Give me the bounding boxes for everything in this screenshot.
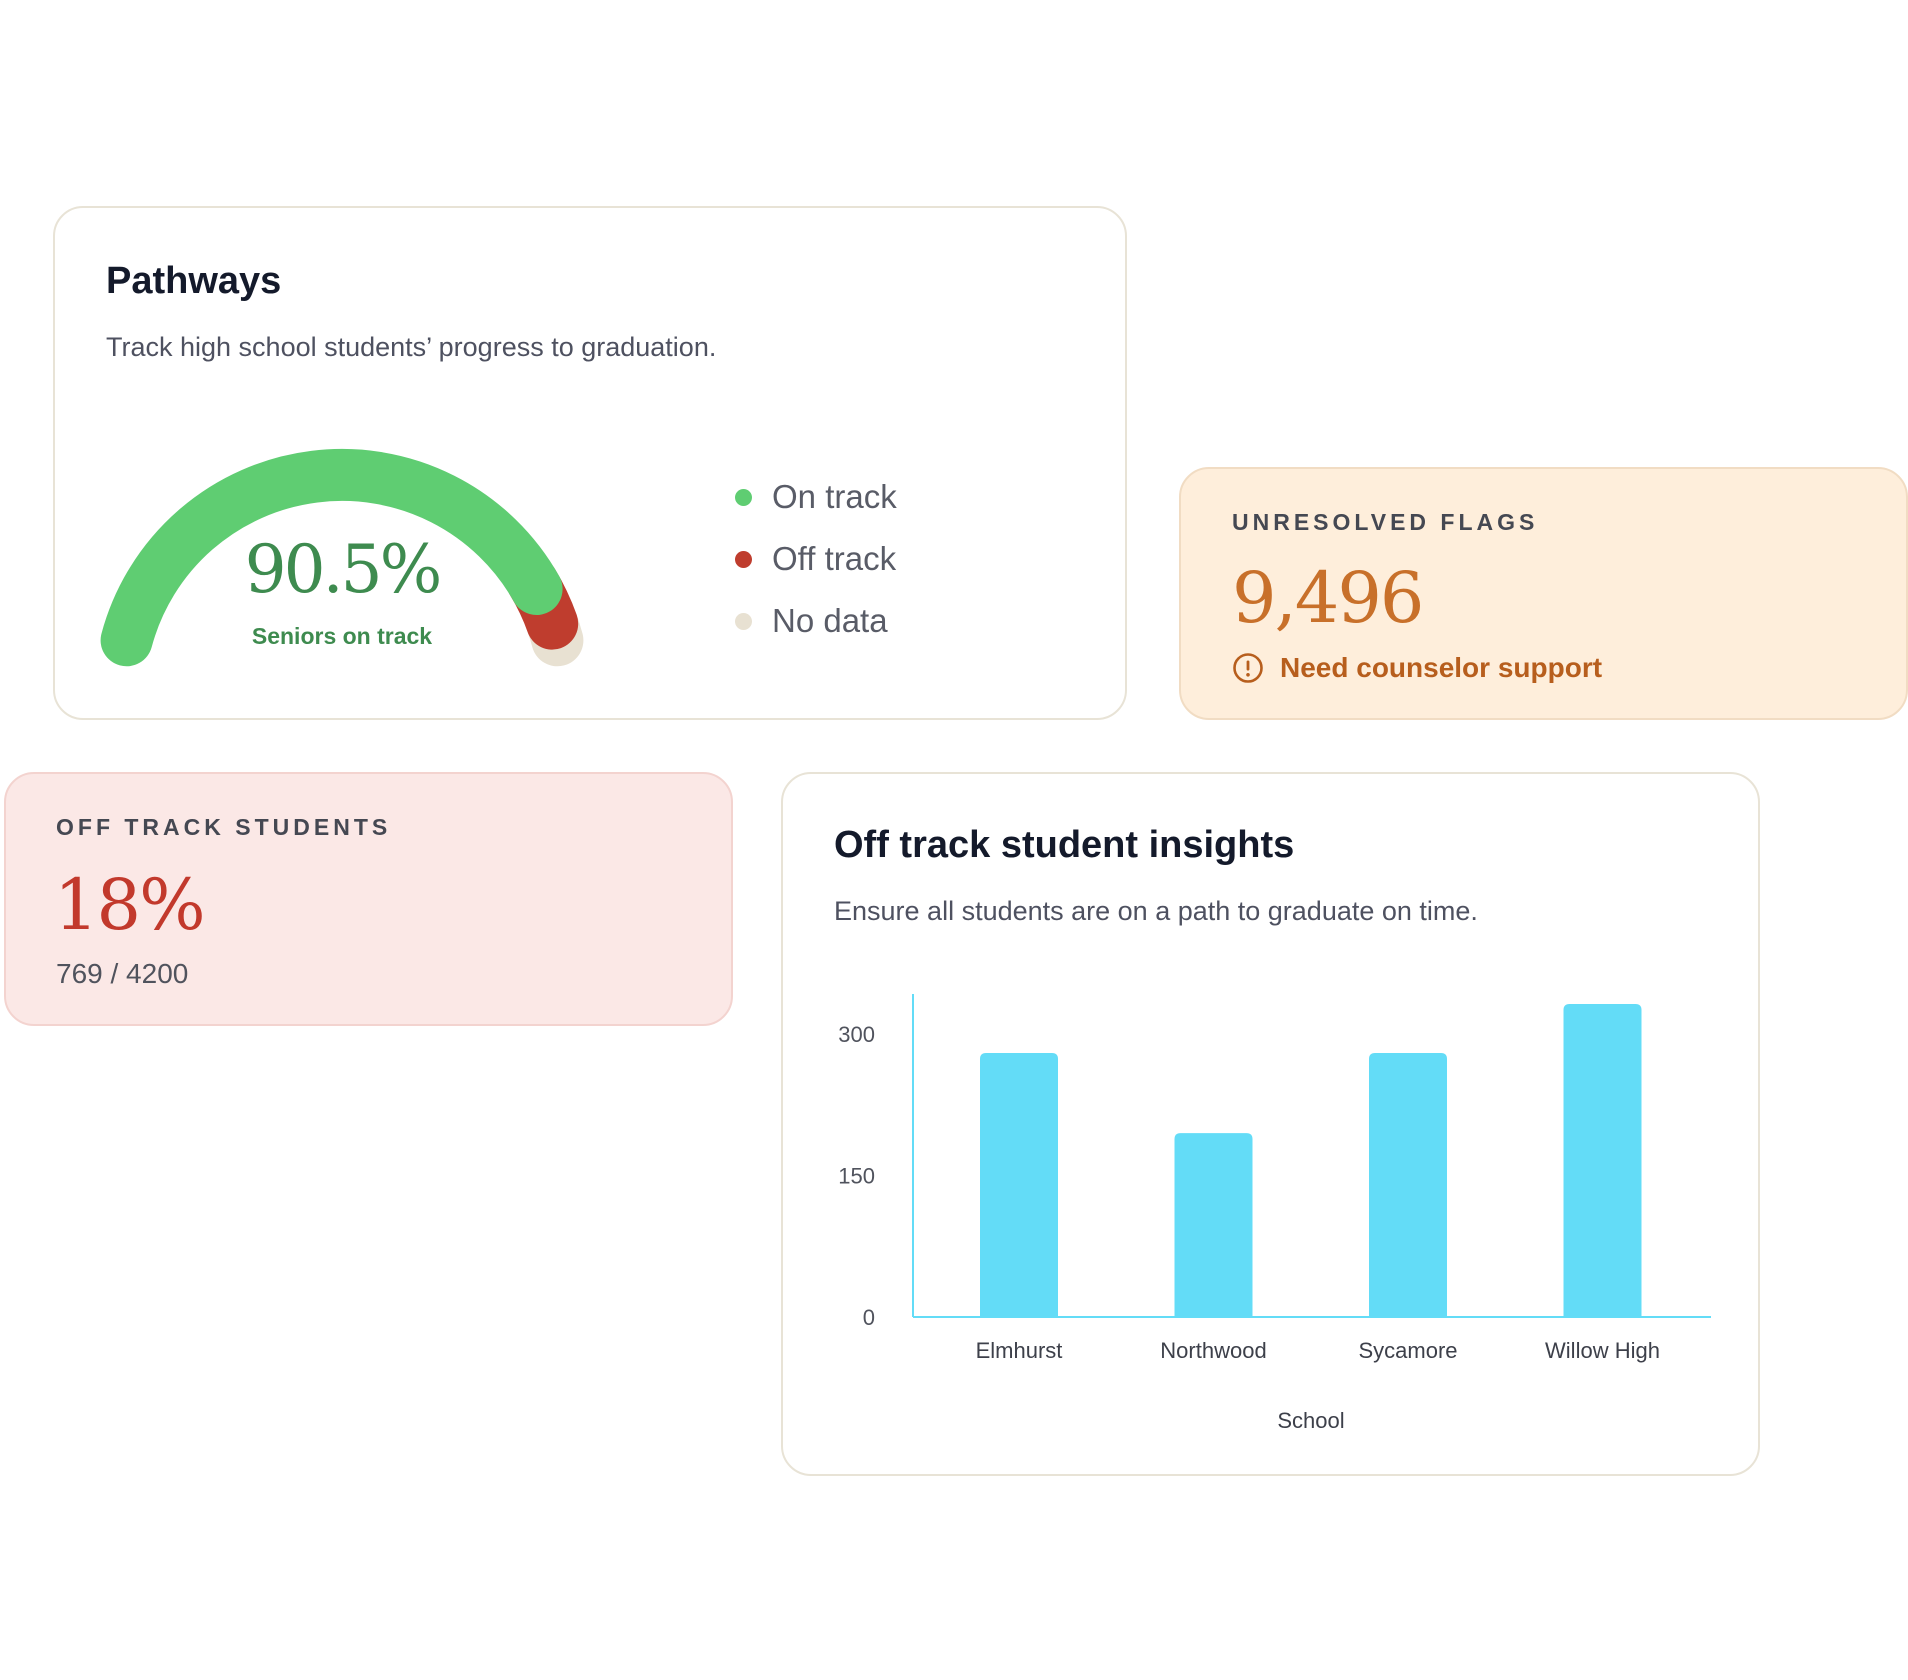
- gauge-arc-on-track: [100, 448, 563, 667]
- x-tick-label: Sycamore: [1358, 1338, 1457, 1363]
- flags-note: Need counselor support: [1232, 652, 1602, 684]
- on-track-gauge: 90.5% Seniors on track: [100, 448, 584, 667]
- legend-item-no-data: No data: [735, 590, 897, 652]
- flags-eyebrow: UNRESOLVED FLAGS: [1232, 509, 1539, 535]
- x-tick-label: Northwood: [1160, 1338, 1266, 1363]
- y-tick-label: 150: [838, 1164, 875, 1189]
- off-track-value: 18%: [54, 864, 206, 946]
- off-track-bar-chart: 300 150 0 Elmhurst Northwood Sycamore Willow H…: [838, 994, 1711, 1433]
- legend-label: On track: [772, 478, 897, 515]
- legend-label: Off track: [772, 540, 897, 577]
- insights-subtitle: Ensure all students are on a path to gra…: [834, 896, 1478, 926]
- off-track-students-card: OFF TRACK STUDENTS 18% 769 / 4200: [4, 772, 733, 1026]
- alert-circle-icon: [1233, 653, 1263, 683]
- bar-sycamore: [1369, 1053, 1447, 1317]
- bar-willow-high: [1563, 1004, 1642, 1317]
- gauge-caption: Seniors on track: [252, 623, 432, 649]
- pathways-title: Pathways: [106, 260, 282, 302]
- flags-value: 9,496: [1232, 557, 1424, 639]
- x-axis-title: School: [1277, 1408, 1344, 1433]
- bar-northwood: [1174, 1133, 1253, 1317]
- y-tick-label: 300: [838, 1022, 875, 1047]
- insights-title: Off track student insights: [834, 824, 1295, 866]
- pathways-card: Pathways Track high school students’ pro…: [53, 206, 1127, 720]
- off-track-ratio: 769 / 4200: [56, 958, 189, 989]
- bar-elmhurst: [980, 1053, 1058, 1317]
- legend-dot-off-track: [735, 550, 752, 568]
- x-tick-label: Willow High: [1545, 1338, 1660, 1363]
- legend-item-off-track: Off track: [735, 528, 897, 590]
- off-track-insights-card: Off track student insights Ensure all st…: [781, 772, 1760, 1476]
- off-track-eyebrow: OFF TRACK STUDENTS: [56, 814, 392, 840]
- gauge-value: 90.5%: [245, 531, 440, 608]
- legend-dot-no-data: [735, 612, 752, 630]
- gauge-legend: On track Off track No data: [735, 466, 897, 652]
- unresolved-flags-card: UNRESOLVED FLAGS 9,496 Need counselor su…: [1179, 467, 1908, 720]
- legend-label: No data: [772, 602, 888, 639]
- flags-note-text: Need counselor support: [1280, 652, 1603, 683]
- pathways-subtitle: Track high school students’ progress to …: [106, 332, 717, 362]
- legend-item-on-track: On track: [735, 466, 897, 528]
- x-tick-label: Elmhurst: [976, 1338, 1063, 1363]
- y-tick-label: 0: [863, 1305, 875, 1330]
- legend-dot-on-track: [735, 488, 752, 506]
